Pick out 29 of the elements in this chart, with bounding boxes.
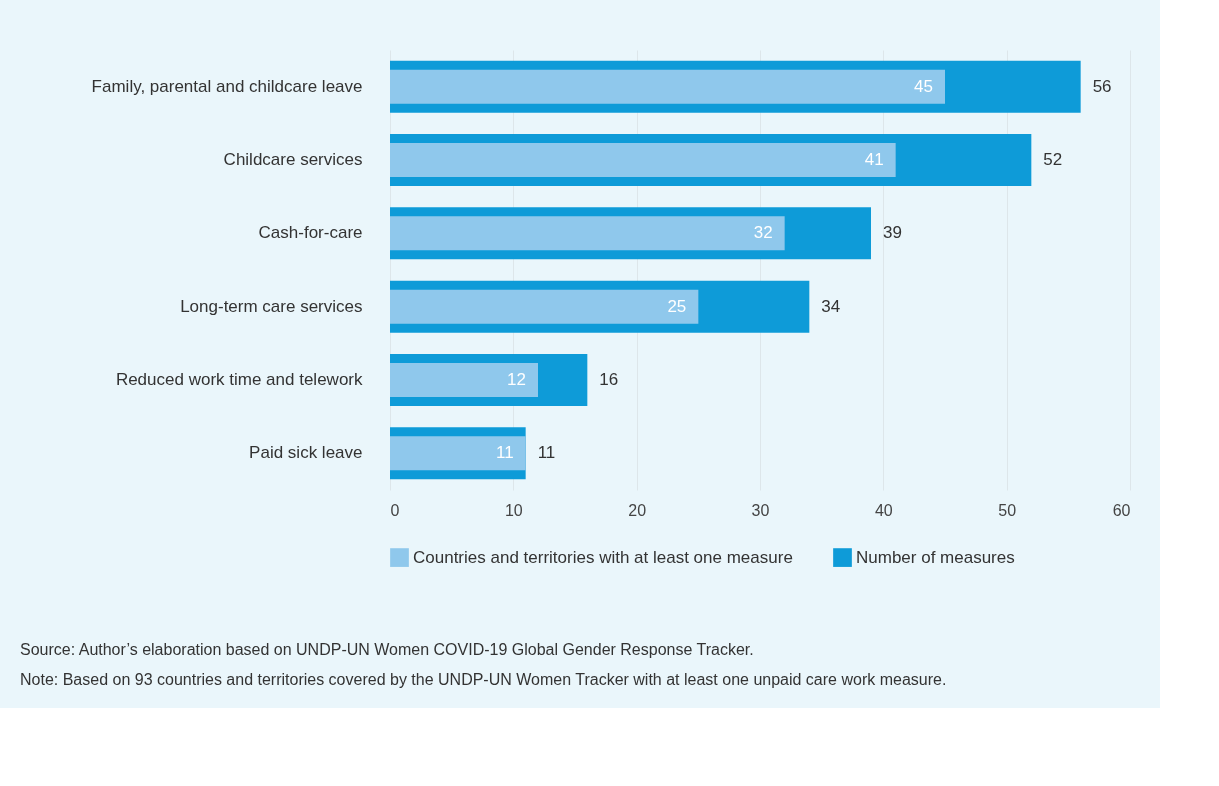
y-tick-label: Childcare services — [223, 150, 363, 169]
data-label: 39 — [883, 223, 902, 243]
data-label: 56 — [1092, 76, 1112, 96]
data-label: 16 — [599, 370, 619, 389]
x-tick-label: 10 — [504, 501, 523, 519]
x-tick-label: 30 — [751, 501, 770, 519]
legend-label: Number of measures — [856, 547, 1015, 567]
data-label: 45 — [914, 76, 933, 96]
data-label: 11 — [537, 443, 556, 463]
text: Note: Based on 93 countries and territories covered by the UNDP-UN Women Tracker with at least one unpaid care work measure. — [20, 671, 947, 688]
y-tick-label: Paid sick leave — [249, 443, 363, 463]
x-tick-label: 40 — [874, 501, 893, 519]
source-note: Source: Author’s elaboration based on UNDP-UN Women COVID-19 Global Gender Response Tracker. — [20, 641, 754, 658]
y-tick-label: Long-term care services — [180, 296, 363, 316]
data-label: 34 — [821, 296, 841, 316]
y-tick-label: Family, parental and childcare leave — [91, 76, 363, 96]
x-tick-label: 60 — [1112, 501, 1131, 519]
data-label: 25 — [667, 296, 687, 316]
data-label: 11 — [496, 443, 514, 463]
data-label: 12 — [507, 370, 526, 389]
x-tick-label: 0 — [390, 501, 400, 519]
data-label: 52 — [1043, 150, 1063, 169]
data-label: 32 — [753, 223, 773, 243]
y-tick-label: Reduced work time and telework — [115, 370, 363, 389]
x-tick-label: 50 — [998, 501, 1017, 519]
y-tick-label: Cash-for-care — [258, 223, 363, 243]
x-tick-label: 20 — [628, 501, 647, 519]
legend-label: Countries and territories with at least one measure — [413, 547, 793, 567]
data-label: 41 — [864, 150, 884, 169]
